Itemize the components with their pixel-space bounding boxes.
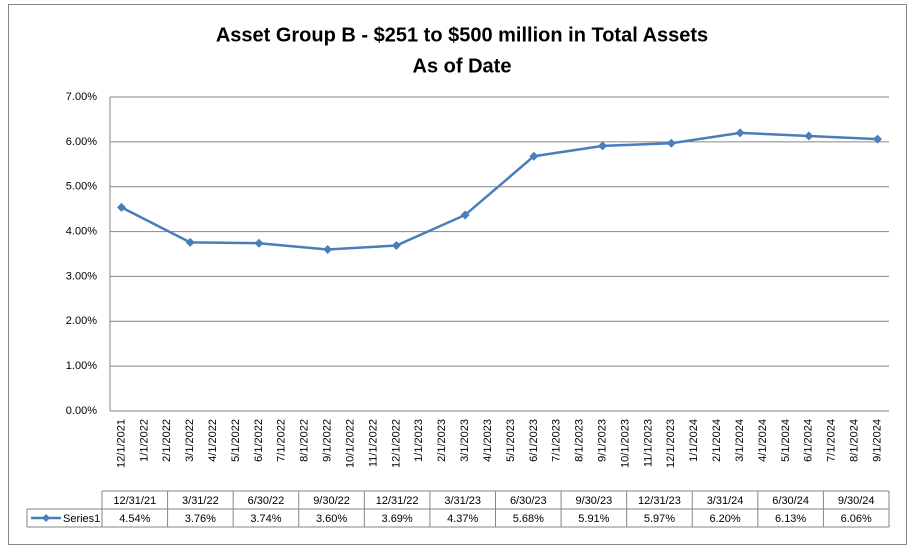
series-line xyxy=(120,131,878,251)
table-value: 3.60% xyxy=(316,513,347,525)
x-tick-label: 8/1/2023 xyxy=(574,419,586,462)
chart-subtitle: As of Date xyxy=(413,55,512,77)
x-tick-label: 11/1/2023 xyxy=(642,419,654,467)
y-tick-label: 1.00% xyxy=(66,360,97,372)
x-tick-label: 2/1/2024 xyxy=(711,419,723,462)
y-tick-label: 7.00% xyxy=(66,91,97,103)
marker xyxy=(735,128,745,138)
x-tick-label: 7/1/2023 xyxy=(551,419,563,462)
y-tick-label: 6.00% xyxy=(66,136,97,148)
x-tick-label: 4/1/2023 xyxy=(482,419,494,462)
marker xyxy=(323,245,333,255)
table-header: 9/30/22 xyxy=(313,495,350,507)
x-tick-label: 12/1/2023 xyxy=(665,419,677,468)
table-value: 3.74% xyxy=(250,513,281,525)
x-tick-label: 2/1/2023 xyxy=(436,419,448,462)
table-header: 12/31/21 xyxy=(113,495,156,507)
y-tick-label: 4.00% xyxy=(66,225,97,237)
x-tick-label: 4/1/2022 xyxy=(207,419,219,462)
table-value: 3.69% xyxy=(382,513,413,525)
table-header: 9/30/23 xyxy=(576,495,613,507)
table-value: 5.91% xyxy=(578,513,609,525)
x-tick-label: 10/1/2023 xyxy=(619,419,631,468)
y-tick-label: 5.00% xyxy=(66,181,97,193)
x-tick-label: 3/1/2024 xyxy=(734,419,746,462)
table-header: 12/31/22 xyxy=(376,495,419,507)
x-tick-label: 6/1/2022 xyxy=(253,419,265,462)
x-tick-label: 12/1/2021 xyxy=(115,419,127,468)
marker xyxy=(116,202,126,212)
table-header: 3/31/22 xyxy=(182,495,219,507)
table-value: 5.68% xyxy=(513,513,544,525)
marker xyxy=(598,141,608,151)
x-tick-label: 5/1/2022 xyxy=(230,419,242,462)
x-tick-label: 5/1/2024 xyxy=(780,419,792,462)
marker xyxy=(185,237,195,247)
marker xyxy=(254,238,264,248)
table-value: 4.37% xyxy=(447,513,478,525)
x-tick-label: 7/1/2024 xyxy=(826,419,838,462)
table-header: 3/31/23 xyxy=(444,495,481,507)
y-tick-label: 3.00% xyxy=(66,270,97,282)
table-value: 6.20% xyxy=(709,513,740,525)
x-tick-label: 3/1/2023 xyxy=(459,419,471,462)
table-value: 4.54% xyxy=(119,513,150,525)
x-tick-label: 1/1/2023 xyxy=(413,419,425,462)
x-tick-label: 2/1/2022 xyxy=(161,419,173,462)
table-header: 12/31/23 xyxy=(638,495,681,507)
table-value: 6.06% xyxy=(841,513,872,525)
x-tick-label: 9/1/2022 xyxy=(322,419,334,462)
x-tick-label: 8/1/2022 xyxy=(299,419,311,462)
x-tick-label: 12/1/2022 xyxy=(390,419,402,468)
marker xyxy=(460,210,470,220)
x-tick-label: 9/1/2023 xyxy=(597,419,609,462)
legend-label: Series1 xyxy=(63,513,100,525)
x-tick-label: 8/1/2024 xyxy=(849,419,861,462)
x-tick-label: 6/1/2024 xyxy=(803,419,815,462)
x-tick-label: 4/1/2024 xyxy=(757,419,769,462)
legend-marker xyxy=(42,514,50,522)
x-tick-label: 5/1/2023 xyxy=(505,419,517,462)
table-value: 3.76% xyxy=(185,513,216,525)
x-tick-label: 7/1/2022 xyxy=(276,419,288,462)
chart-title: Asset Group B - $251 to $500 million in … xyxy=(216,24,708,46)
table-header: 6/30/22 xyxy=(248,495,285,507)
x-tick-label: 3/1/2022 xyxy=(184,419,196,462)
marker xyxy=(391,240,401,250)
marker xyxy=(873,134,883,144)
x-tick-label: 6/1/2023 xyxy=(528,419,540,462)
table-header: 9/30/24 xyxy=(838,495,875,507)
table-value: 6.13% xyxy=(775,513,806,525)
y-tick-label: 0.00% xyxy=(66,405,97,417)
marker xyxy=(529,151,539,161)
x-tick-label: 9/1/2024 xyxy=(871,419,883,462)
table-value: 5.97% xyxy=(644,513,675,525)
table-header: 6/30/23 xyxy=(510,495,547,507)
x-tick-label: 1/1/2024 xyxy=(688,419,700,462)
marker xyxy=(804,131,814,141)
marker xyxy=(666,138,676,148)
table-header: 3/31/24 xyxy=(707,495,744,507)
chart-frame xyxy=(8,4,907,545)
table-header: 6/30/24 xyxy=(772,495,809,507)
y-tick-label: 2.00% xyxy=(66,315,97,327)
x-tick-label: 11/1/2022 xyxy=(367,419,379,467)
x-tick-label: 10/1/2022 xyxy=(344,419,356,468)
x-tick-label: 1/1/2022 xyxy=(138,419,150,462)
